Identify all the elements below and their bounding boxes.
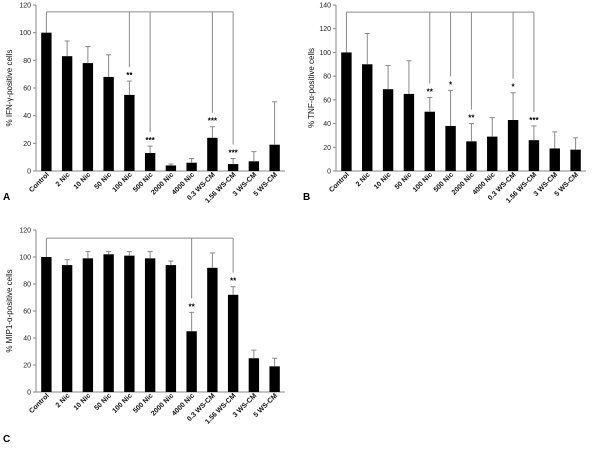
y-tick-label: 80 bbox=[323, 74, 331, 81]
bar bbox=[186, 331, 197, 392]
y-tick-label: 100 bbox=[19, 30, 31, 37]
y-tick-label: 40 bbox=[23, 113, 31, 120]
bar bbox=[41, 257, 52, 392]
bar bbox=[528, 140, 540, 171]
x-tick-label: 100 Nic bbox=[111, 392, 133, 414]
x-tick-label: 10 Nic bbox=[373, 171, 393, 191]
significance-label: ** bbox=[126, 71, 133, 80]
bar bbox=[466, 141, 477, 171]
bar bbox=[269, 144, 280, 171]
y-tick-label: 0 bbox=[27, 390, 31, 397]
y-tick-label: 100 bbox=[19, 255, 31, 262]
y-axis-label: % MIP1-α-positive cells bbox=[5, 269, 14, 352]
x-tick-label: 50 Nic bbox=[394, 171, 414, 191]
panel-a-ifn-gamma-chart: 0 20 40 60 80 100 120 % IFN-γ-positive cells Con… bbox=[3, 3, 285, 205]
x-tick-label: Control bbox=[28, 392, 51, 415]
bar bbox=[382, 89, 394, 171]
x-tick-label: 2 Nic bbox=[55, 171, 72, 188]
y-tick-label: 60 bbox=[323, 97, 331, 104]
x-tick-label: 2 Nic bbox=[55, 392, 72, 409]
y-tick-label: 0 bbox=[27, 169, 31, 176]
y-tick-label: 20 bbox=[23, 363, 31, 370]
x-tick-label: 100 Nic bbox=[111, 171, 133, 193]
x-tick-label: 50 Nic bbox=[94, 392, 114, 412]
bar bbox=[144, 153, 156, 171]
bar bbox=[124, 255, 135, 392]
bar bbox=[186, 162, 197, 171]
significance-label: * bbox=[512, 83, 516, 92]
y-axis-label: % IFN-γ-positive cells bbox=[5, 50, 14, 127]
bar bbox=[269, 366, 280, 392]
x-tick-label: 2 Nic bbox=[355, 171, 372, 188]
y-tick-label: 120 bbox=[19, 228, 31, 235]
y-tick-label: 20 bbox=[323, 145, 331, 152]
bar bbox=[61, 265, 73, 392]
bar bbox=[103, 254, 114, 392]
bar bbox=[207, 267, 218, 392]
bar bbox=[165, 265, 177, 392]
significance-label: *** bbox=[208, 117, 218, 126]
bar bbox=[61, 56, 73, 171]
bar bbox=[248, 358, 260, 392]
panel-letter: A bbox=[3, 192, 10, 203]
bar bbox=[403, 93, 415, 171]
significance-label: * bbox=[449, 80, 453, 89]
bar bbox=[124, 94, 135, 171]
bar bbox=[227, 294, 239, 392]
y-tick-label: 80 bbox=[23, 58, 31, 65]
bar bbox=[82, 63, 94, 171]
y-tick-label: 20 bbox=[23, 141, 31, 148]
panel-c-mip1-alpha-chart: 0 20 40 60 80 100 120 % MIP1-α-positive cells Co… bbox=[3, 228, 285, 445]
bar bbox=[103, 76, 114, 171]
bar bbox=[341, 52, 352, 171]
x-tick-label: Control bbox=[328, 171, 351, 194]
bar bbox=[445, 125, 456, 171]
significance-label: *** bbox=[145, 136, 155, 145]
x-tick-label: 10 Nic bbox=[73, 392, 93, 412]
y-tick-label: 60 bbox=[23, 309, 31, 316]
significance-label: *** bbox=[529, 116, 539, 125]
significance-label: ** bbox=[468, 114, 475, 123]
y-tick-label: 140 bbox=[319, 3, 331, 10]
bar bbox=[570, 149, 581, 171]
panel-letter: B bbox=[303, 192, 310, 203]
y-tick-label: 0 bbox=[327, 169, 331, 176]
bar bbox=[144, 258, 156, 392]
bar bbox=[82, 258, 94, 392]
bar bbox=[362, 64, 373, 171]
bar bbox=[424, 111, 435, 171]
bar bbox=[549, 148, 560, 171]
y-tick-label: 120 bbox=[319, 26, 331, 33]
bar bbox=[207, 137, 218, 171]
y-tick-label: 40 bbox=[23, 336, 31, 343]
significance-label: *** bbox=[228, 149, 238, 158]
y-tick-label: 120 bbox=[19, 3, 31, 10]
y-tick-label: 100 bbox=[319, 50, 331, 57]
panel-letter: C bbox=[3, 434, 10, 445]
bar bbox=[227, 164, 239, 171]
bar bbox=[165, 165, 177, 171]
bar bbox=[41, 32, 52, 171]
bar bbox=[248, 161, 260, 171]
x-tick-label: 50 Nic bbox=[94, 171, 114, 191]
x-tick-label: 10 Nic bbox=[73, 171, 93, 191]
y-tick-label: 60 bbox=[23, 86, 31, 93]
y-tick-label: 80 bbox=[23, 282, 31, 289]
x-tick-label: 100 Nic bbox=[412, 171, 434, 193]
significance-label: ** bbox=[189, 302, 196, 311]
y-axis-label: % TNF-α-positive cells bbox=[307, 48, 316, 128]
bar bbox=[507, 120, 519, 171]
x-tick-label: Control bbox=[28, 171, 51, 194]
bar bbox=[487, 136, 498, 171]
significance-label: ** bbox=[230, 277, 237, 286]
significance-label: ** bbox=[427, 87, 434, 96]
panel-b-tnf-alpha-chart: 0 20 40 60 80 100 120 140 % TNF-α-positive cells… bbox=[303, 3, 586, 205]
y-tick-label: 40 bbox=[323, 121, 331, 128]
